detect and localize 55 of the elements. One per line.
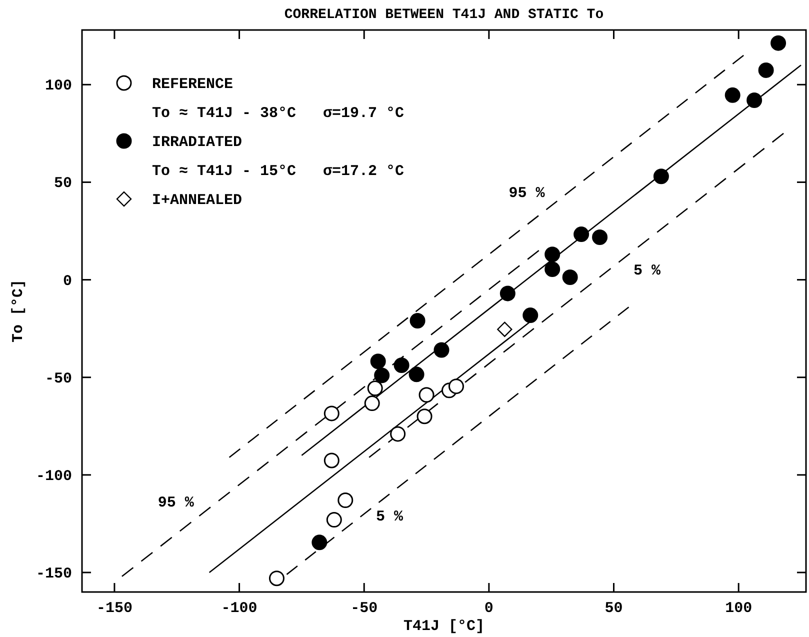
- point: [364, 396, 380, 412]
- x-tick-label: 50: [604, 600, 623, 617]
- point: [522, 308, 538, 324]
- point: [544, 246, 560, 262]
- y-tick-label: 0: [62, 272, 72, 290]
- point: [312, 534, 328, 550]
- point: [448, 378, 464, 394]
- point: [544, 261, 560, 277]
- point: [770, 35, 786, 51]
- point: [338, 492, 354, 508]
- x-tick-label: 0: [484, 600, 494, 617]
- point: [418, 387, 434, 403]
- point: [653, 168, 669, 184]
- point: [370, 354, 386, 370]
- legend-label: REFERENCE: [152, 76, 234, 93]
- series-label: 95 %: [508, 185, 546, 202]
- point: [497, 322, 512, 337]
- annotation: To ≈ T41J - 38°C σ=19.7 °C: [152, 105, 404, 122]
- point: [326, 512, 342, 528]
- x-axis-title: T41J [°C]: [403, 618, 485, 635]
- point: [562, 269, 578, 285]
- y-tick-label: 50: [54, 175, 72, 192]
- y-tick-label: 100: [44, 78, 72, 95]
- annotation: To ≈ T41J - 15°C σ=17.2 °C: [152, 163, 404, 180]
- x-tick-label: -50: [350, 600, 378, 617]
- x-tick-label: -100: [221, 600, 258, 617]
- point: [367, 380, 383, 396]
- point: [758, 62, 774, 78]
- point: [324, 406, 340, 422]
- point: [268, 570, 284, 586]
- point: [374, 368, 390, 384]
- point: [324, 452, 340, 468]
- point: [390, 426, 406, 442]
- point: [434, 342, 450, 358]
- point: [746, 92, 762, 108]
- series-label: 95 %: [158, 494, 195, 512]
- point: [724, 87, 740, 103]
- point: [410, 313, 426, 329]
- series-label: 5 %: [376, 508, 404, 526]
- point: [574, 226, 590, 242]
- point: [394, 358, 410, 373]
- legend-label: IRRADIATED: [152, 134, 242, 151]
- point: [592, 229, 608, 245]
- chart-title: CORRELATION BETWEEN T41J AND STATIC To: [284, 7, 604, 23]
- x-tick-label: -150: [96, 600, 132, 617]
- y-tick-label: -150: [36, 565, 72, 582]
- y-tick-label: -100: [36, 468, 72, 485]
- x-tick-label: 100: [725, 600, 752, 617]
- legend-label: I+ANNEALED: [152, 192, 242, 209]
- point: [408, 366, 424, 382]
- point: [500, 286, 516, 302]
- y-axis-title: To [°C]: [10, 279, 27, 343]
- y-tick-label: -50: [44, 370, 72, 388]
- series-label: 5 %: [633, 262, 662, 280]
- point: [416, 408, 432, 424]
